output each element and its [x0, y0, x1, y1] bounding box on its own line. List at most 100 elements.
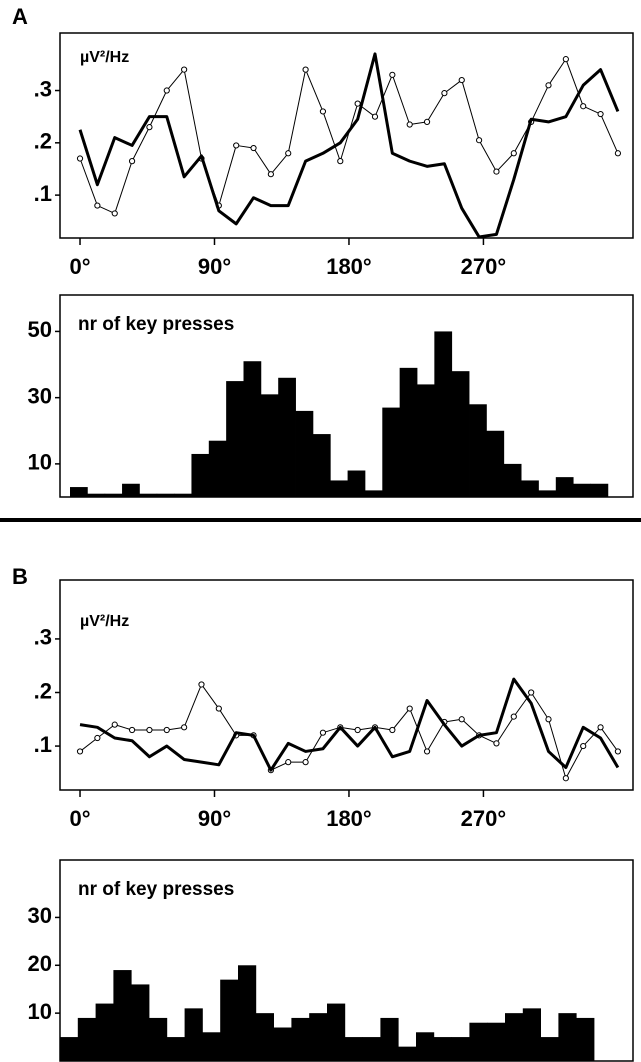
data-point: [458, 716, 465, 723]
bar: [104, 493, 123, 497]
bar: [486, 430, 505, 497]
axis-annotation: µV²/Hz: [80, 49, 129, 66]
data-point: [458, 76, 465, 84]
bar: [451, 371, 470, 497]
data-point: [302, 759, 309, 766]
bar: [70, 487, 88, 497]
bar: [113, 970, 132, 1061]
data-point: [181, 724, 188, 731]
bar: [60, 1037, 79, 1061]
data-point: [94, 734, 101, 742]
bar: [291, 1017, 310, 1061]
bar: [156, 493, 175, 497]
bar: [312, 434, 331, 497]
bar: [295, 410, 314, 497]
data-point: [493, 168, 500, 175]
bar: [330, 480, 348, 497]
data-point: [493, 740, 500, 747]
plot-frame: [59, 579, 634, 791]
bar: [503, 463, 522, 497]
data-line: [79, 58, 619, 214]
x-tick-label: 270°: [461, 806, 507, 831]
plot-frame: [59, 32, 634, 239]
bar: [260, 394, 279, 497]
bar: [87, 493, 106, 497]
data-point: [198, 681, 205, 688]
data-point: [423, 748, 431, 755]
bar: [238, 965, 257, 1061]
data-point: [545, 82, 552, 89]
y-tick-label: .2: [34, 129, 52, 154]
data-point: [111, 210, 118, 217]
data-point: [528, 689, 535, 696]
y-tick-label: .1: [34, 181, 52, 206]
bar: [433, 1037, 452, 1061]
x-tick-label: 180°: [326, 254, 372, 279]
data-point: [94, 202, 101, 209]
bar: [226, 381, 244, 497]
panel-label: A: [12, 4, 28, 29]
data-point: [146, 124, 153, 131]
bar: [191, 453, 210, 497]
data-point: [597, 110, 604, 118]
y-tick-label: 10: [28, 450, 52, 475]
data-point: [302, 66, 309, 73]
data-point: [76, 748, 84, 755]
data-point: [510, 150, 517, 157]
panel-label: B: [12, 564, 28, 589]
bar: [576, 1017, 595, 1061]
y-tick-label: .2: [34, 678, 52, 703]
bar: [451, 1037, 470, 1061]
data-point: [562, 56, 569, 63]
bar: [382, 407, 401, 497]
data-point: [597, 724, 604, 731]
y-tick-label: 10: [28, 999, 52, 1024]
bar: [398, 1046, 417, 1061]
data-point: [250, 144, 257, 152]
data-point: [562, 775, 569, 782]
x-tick-label: 90°: [198, 254, 231, 279]
bar: [255, 1013, 274, 1061]
data-point: [354, 100, 361, 107]
data-line: [79, 677, 620, 772]
bar: [122, 483, 140, 497]
bar: [540, 1037, 559, 1061]
data-point: [580, 742, 587, 750]
axis-annotation: nr of key presses: [78, 314, 234, 335]
bar: [538, 490, 557, 497]
bar: [347, 470, 366, 497]
x-tick-label: 0°: [69, 254, 90, 279]
data-point: [476, 137, 483, 144]
bar: [364, 490, 383, 497]
bar: [469, 1022, 488, 1061]
data-line: [79, 683, 619, 779]
bar: [522, 1008, 541, 1061]
data-point: [128, 158, 136, 165]
bar: [131, 984, 150, 1061]
data-point: [441, 90, 448, 97]
y-tick-label: 20: [28, 951, 52, 976]
data-line: [78, 52, 620, 239]
data-point: [545, 716, 552, 723]
data-point: [267, 171, 274, 178]
bar: [487, 1022, 506, 1061]
data-point: [337, 158, 344, 165]
data-point: [146, 726, 153, 734]
bar: [273, 1027, 292, 1061]
data-point: [406, 121, 413, 128]
y-tick-label: 50: [28, 317, 52, 342]
x-tick-label: 90°: [198, 806, 231, 831]
data-point: [319, 108, 327, 115]
data-point: [128, 726, 136, 734]
bar: [77, 1017, 96, 1061]
bar: [208, 440, 227, 497]
y-tick-label: .3: [34, 76, 52, 101]
x-tick-label: 270°: [461, 254, 507, 279]
bar: [309, 1013, 328, 1061]
data-point: [423, 118, 431, 126]
bar: [558, 1013, 577, 1061]
bar: [202, 1032, 221, 1061]
data-point: [285, 150, 292, 157]
